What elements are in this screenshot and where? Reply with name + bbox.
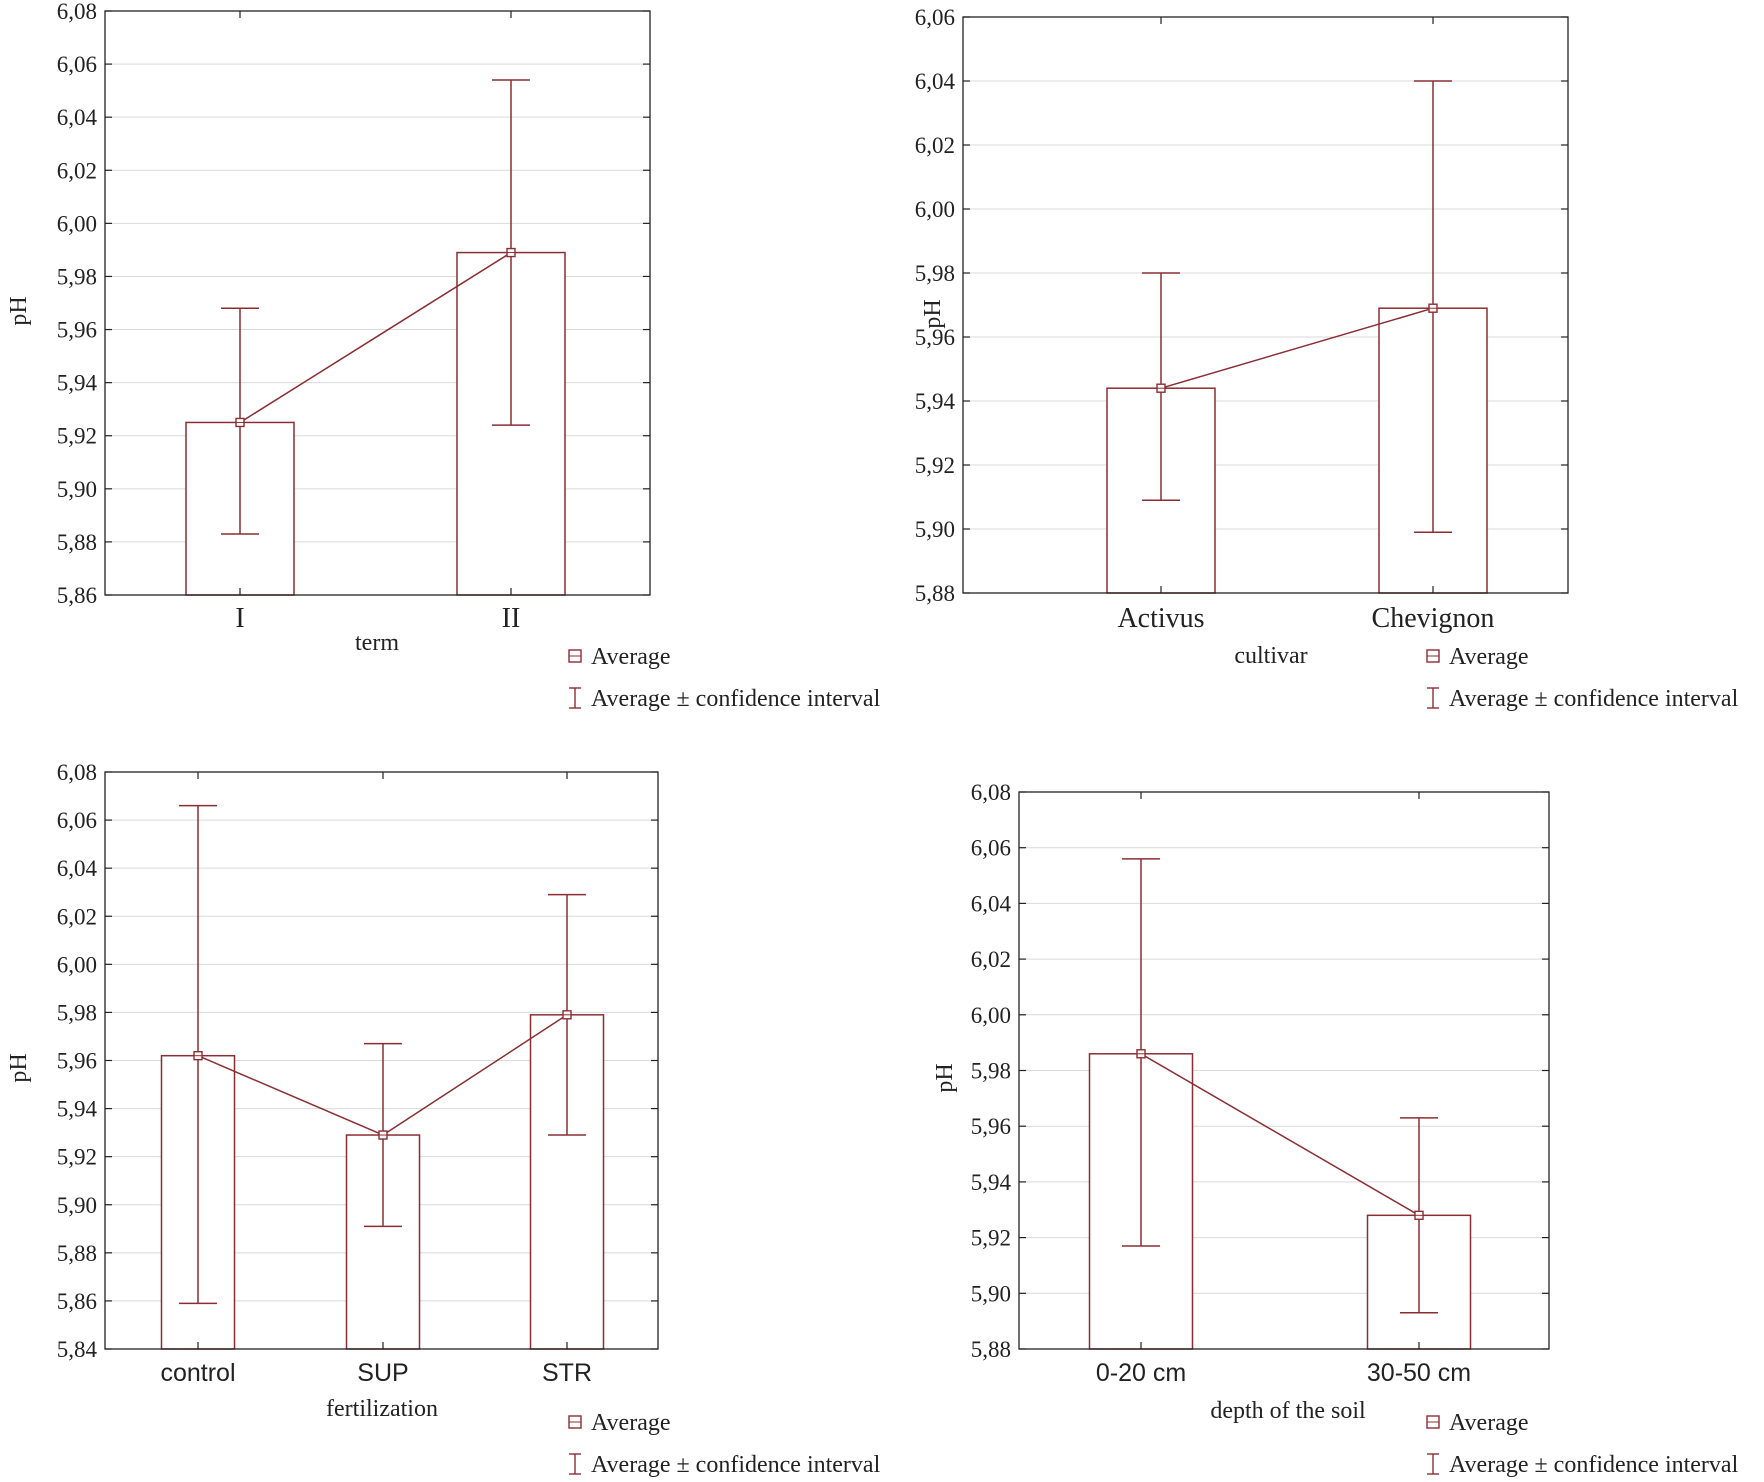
y-tick-label: 5,92 (57, 424, 97, 449)
y-tick-label: 6,02 (915, 133, 955, 158)
legend-average-label: Average (1449, 644, 1529, 670)
y-tick-label: 5,88 (57, 1241, 97, 1266)
x-tick-label: SUP (357, 1359, 408, 1387)
x-axis-label: term (355, 630, 399, 656)
y-tick-label: 5,90 (971, 1281, 1011, 1306)
y-tick-label: 5,98 (57, 264, 97, 289)
y-tick-label: 6,04 (57, 856, 98, 881)
y-tick-label: 5,98 (971, 1059, 1011, 1084)
legend: Average Average ± confidence interval (568, 1410, 881, 1478)
y-tick-label: 5,96 (57, 1049, 97, 1074)
y-tick-label: 5,86 (57, 583, 97, 608)
legend: Average Average ± confidence interval (1426, 644, 1739, 712)
y-tick-label: 6,08 (971, 780, 1011, 805)
y-axis-label: pH (6, 1053, 32, 1082)
y-tick-label: 6,02 (57, 904, 97, 929)
chart-1: 5,86 5,88 5,90 5,92 5,94 5,96 5,98 6,00 6,02 6,04… (6, 0, 881, 712)
y-tick-label: 6,04 (57, 105, 98, 130)
x-axis-label: fertilization (326, 1396, 438, 1422)
y-axis-label: pH (6, 296, 32, 325)
y-tick-label: 5,94 (57, 1097, 98, 1122)
chart-2: 5,88 5,90 5,92 5,94 5,96 5,98 6,00 6,02 6,04 6,06… (915, 5, 1739, 712)
x-tick-label: II (502, 603, 521, 634)
y-tick-label: 6,06 (57, 52, 97, 77)
legend-ci-label: Average ± confidence interval (591, 1452, 881, 1478)
legend: Average Average ± confidence interval (1426, 1410, 1739, 1478)
y-axis-label: pH (932, 1063, 958, 1092)
x-tick-label: Chevignon (1372, 603, 1495, 634)
y-tick-label: 6,02 (971, 947, 1011, 972)
y-tick-label: 5,90 (57, 477, 97, 502)
y-tick-label: 5,98 (915, 261, 955, 286)
y-tick-label: 5,86 (57, 1289, 97, 1314)
legend-average-label: Average (591, 1410, 671, 1436)
y-tick-label: 5,96 (971, 1114, 1011, 1139)
y-tick-label: 6,04 (915, 69, 956, 94)
x-axis-label: depth of the soil (1210, 1398, 1366, 1424)
plot-frame (104, 10, 651, 596)
y-tick-label: 6,06 (971, 836, 1011, 861)
plot-frame (1018, 791, 1550, 1350)
legend-ci-label: Average ± confidence interval (1449, 686, 1739, 712)
y-axis-label: pH (920, 299, 946, 328)
y-tick-label: 5,90 (915, 517, 955, 542)
x-tick-label: I (235, 603, 244, 634)
y-tick-label: 5,94 (971, 1170, 1012, 1195)
legend-ci-label: Average ± confidence interval (591, 686, 881, 712)
plot-frame (104, 771, 659, 1350)
y-tick-label: 6,02 (57, 158, 97, 183)
y-tick-label: 6,00 (57, 952, 97, 977)
y-tick-label: 5,92 (57, 1145, 97, 1170)
y-tick-label: 5,96 (915, 325, 955, 350)
x-tick-label: control (160, 1359, 235, 1387)
legend: Average Average ± confidence interval (568, 644, 881, 712)
y-tick-label: 6,06 (915, 5, 955, 30)
y-tick-label: 5,92 (915, 453, 955, 478)
x-tick-label: 0-20 cm (1096, 1359, 1186, 1387)
y-tick-label: 5,94 (57, 371, 98, 396)
x-axis-label: cultivar (1234, 643, 1307, 669)
y-tick-label: 5,96 (57, 318, 97, 343)
y-tick-label: 6,00 (915, 197, 955, 222)
legend-average-label: Average (1449, 1410, 1529, 1436)
x-tick-label: 30-50 cm (1367, 1359, 1471, 1387)
y-tick-label: 5,92 (971, 1226, 1011, 1251)
legend-average-label: Average (591, 644, 671, 670)
y-tick-label: 5,84 (57, 1337, 98, 1362)
average-line (1160, 307, 1434, 389)
x-tick-label: STR (542, 1359, 592, 1387)
plot-frame (962, 16, 1569, 594)
y-tick-label: 6,06 (57, 808, 97, 833)
y-tick-label: 5,98 (57, 1000, 97, 1025)
y-tick-label: 5,90 (57, 1193, 97, 1218)
y-tick-label: 5,88 (57, 530, 97, 555)
legend-ci-label: Average ± confidence interval (1449, 1452, 1739, 1478)
average-line (239, 251, 512, 424)
chart-4: 5,88 5,90 5,92 5,94 5,96 5,98 6,00 6,02 6,04 6,06… (932, 780, 1739, 1478)
y-tick-label: 6,08 (57, 0, 97, 24)
y-tick-label: 5,88 (971, 1337, 1011, 1362)
x-tick-label: Activus (1117, 603, 1204, 634)
average-line (1140, 1053, 1420, 1216)
y-tick-label: 5,94 (915, 389, 956, 414)
y-tick-label: 6,00 (57, 211, 97, 236)
chart-3: 5,84 5,86 5,88 5,90 5,92 5,94 5,96 5,98 6,00 6,02… (6, 760, 881, 1478)
y-tick-label: 6,04 (971, 891, 1012, 916)
y-tick-label: 6,08 (57, 760, 97, 785)
y-tick-label: 6,00 (971, 1003, 1011, 1028)
y-tick-label: 5,88 (915, 581, 955, 606)
